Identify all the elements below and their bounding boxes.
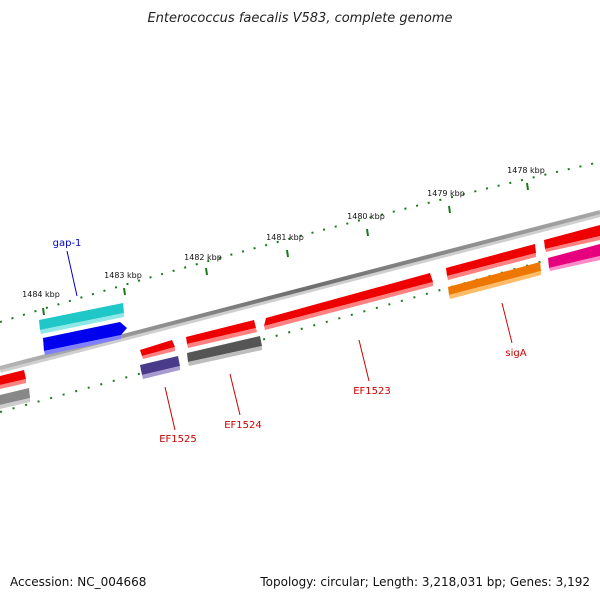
gene-block-ef1525-upper[interactable] [140, 340, 175, 359]
gene-block-ef1525-lower[interactable] [140, 356, 180, 379]
gene-arrow-shade [264, 282, 433, 330]
gene-block-edge-lower-left[interactable] [0, 388, 30, 409]
gene-labels: gap-1 EF1525 EF1524 EF1523 sigA [53, 238, 527, 445]
gene-block-ef1524-upper[interactable] [186, 320, 257, 348]
gene-block-ef1524-lower[interactable] [187, 336, 262, 366]
label-text: sigA [505, 348, 526, 359]
label-leader [66, 250, 78, 297]
reverse-strand [0, 244, 600, 409]
gene-arrow [140, 356, 180, 375]
gene-arrow [446, 244, 536, 276]
label-leader [358, 339, 370, 382]
tick-mark [448, 205, 451, 214]
gene-arrow-shade [188, 346, 262, 366]
tick-mark [526, 182, 529, 191]
gene-block-gap1-blue[interactable] [43, 322, 127, 355]
gene-arrow [544, 225, 600, 249]
tick-1482: 1482 kbp [184, 253, 222, 276]
outer-tick-track [0, 161, 600, 323]
gene-block-edge-lower-right[interactable] [548, 244, 600, 271]
tick-1480: 1480 kbp [347, 212, 385, 237]
gene-arrow [0, 388, 30, 405]
gene-arrow-shade [447, 253, 536, 280]
tick-label: 1479 kbp [427, 189, 465, 198]
label-siga[interactable]: sigA [501, 302, 527, 359]
gene-arrow-shade [449, 271, 541, 299]
label-gap1[interactable]: gap-1 [53, 238, 82, 297]
gene-block-ef1523-upper[interactable] [264, 273, 433, 330]
label-ef1524[interactable]: EF1524 [224, 373, 262, 431]
tick-mark [42, 307, 45, 316]
label-text: EF1524 [224, 420, 262, 431]
tick-1478: 1478 kbp [507, 166, 545, 191]
tick-label: 1478 kbp [507, 166, 545, 175]
gene-arrow-shade [187, 328, 257, 348]
gene-arrow-shade [549, 256, 600, 271]
label-text: EF1525 [159, 434, 197, 445]
topology-summary: Topology: circular; Length: 3,218,031 bp… [259, 575, 590, 589]
tick-1484: 1484 kbp [22, 290, 60, 316]
tick-label: 1484 kbp [22, 290, 60, 299]
tick-1483: 1483 kbp [104, 271, 142, 296]
outer-dotted-arc [0, 161, 600, 323]
gene-arrow-shade [0, 379, 26, 389]
label-leader [501, 302, 513, 344]
gene-arrow [448, 262, 541, 295]
gene-arrow-shade [545, 236, 600, 252]
label-text: EF1523 [353, 386, 391, 397]
gene-arrow-shade [44, 335, 121, 355]
tick-label: 1480 kbp [347, 212, 385, 221]
label-ef1525[interactable]: EF1525 [159, 386, 197, 445]
gene-arrow [187, 336, 262, 362]
gene-arrow [548, 244, 600, 268]
gene-arrow [43, 322, 127, 351]
gene-block-siga-upper[interactable] [446, 244, 536, 280]
gene-arrow [186, 320, 256, 344]
label-text: gap-1 [53, 238, 82, 249]
gene-arrow-shade [0, 398, 30, 409]
tick-label: 1482 kbp [184, 253, 222, 262]
tick-mark [366, 228, 369, 237]
gene-arrow [264, 273, 433, 326]
label-leader [164, 386, 176, 431]
tick-mark [286, 249, 289, 258]
forward-strand [0, 225, 600, 389]
tick-1481: 1481 kbp [266, 233, 304, 258]
gene-arrow [0, 370, 26, 385]
label-leader [229, 373, 241, 416]
label-ef1523[interactable]: EF1523 [353, 339, 391, 397]
scale-ticks: 1484 kbp 1483 kbp 1482 kbp 1481 kbp 1480… [22, 166, 545, 316]
gene-arrow-shade [142, 366, 180, 379]
map-title: Enterococcus faecalis V583, complete gen… [147, 11, 452, 26]
tick-label: 1481 kbp [266, 233, 304, 242]
gene-block-siga-lower[interactable] [448, 262, 541, 299]
tick-label: 1483 kbp [104, 271, 142, 280]
tick-mark [205, 267, 208, 276]
gene-arrow-shade [142, 347, 175, 359]
gene-arrow [39, 303, 124, 330]
tick-mark [123, 287, 126, 296]
accession-text: Accession: NC_004668 [10, 575, 146, 589]
gene-block-edge-upper-left[interactable] [0, 370, 26, 389]
gene-block-gap1-cyan[interactable] [39, 303, 124, 334]
gene-arrow-shade [40, 313, 124, 334]
gene-block-edge-upper-right[interactable] [544, 225, 600, 252]
tick-1479: 1479 kbp [427, 189, 465, 214]
gene-arrow [140, 340, 175, 356]
